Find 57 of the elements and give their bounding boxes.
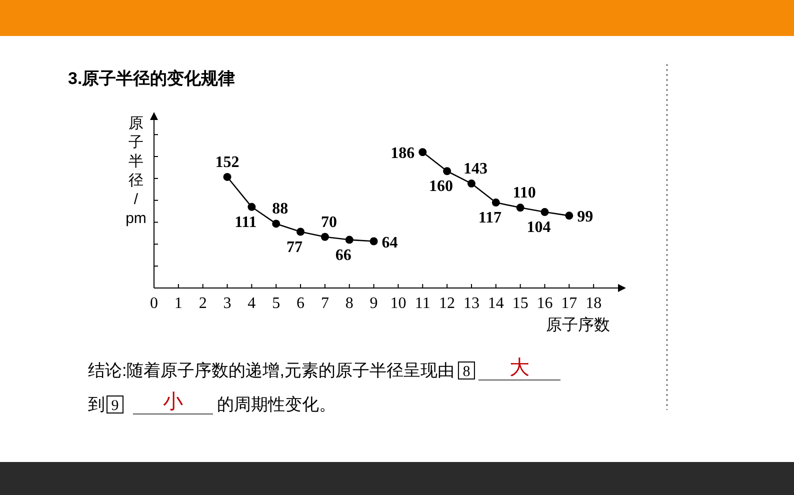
point bbox=[467, 180, 476, 188]
x-tick-label: 12 bbox=[439, 295, 456, 312]
data-label: 152 bbox=[215, 154, 240, 171]
data-label: 104 bbox=[526, 219, 551, 236]
point bbox=[540, 208, 549, 216]
x-tick-label: 9 bbox=[370, 295, 378, 312]
point bbox=[418, 148, 427, 156]
data-label: 77 bbox=[286, 238, 303, 256]
point bbox=[370, 237, 378, 246]
x-tick-label: 1 bbox=[174, 295, 182, 312]
data-label: 70 bbox=[320, 214, 337, 231]
x-tick-label: 11 bbox=[414, 295, 430, 312]
data-label: 99 bbox=[577, 208, 594, 226]
text: 9 bbox=[111, 398, 119, 414]
data-label: 143 bbox=[463, 160, 488, 178]
x-tick-label: 10 bbox=[390, 295, 406, 312]
x-tick-label: 7 bbox=[320, 295, 329, 312]
x-tick-label: 6 bbox=[296, 295, 305, 312]
data-label: 66 bbox=[335, 246, 352, 264]
x-tick-label: 16 bbox=[536, 295, 553, 312]
x-tick-label: 14 bbox=[488, 295, 504, 312]
point bbox=[320, 232, 329, 241]
x-tick-label: 13 bbox=[463, 295, 480, 312]
point bbox=[516, 204, 524, 212]
data-label: 117 bbox=[478, 210, 502, 227]
x-axis-title: 原子序数 bbox=[546, 316, 610, 334]
point bbox=[443, 167, 452, 176]
point bbox=[296, 228, 305, 236]
data-label: 64 bbox=[382, 234, 398, 252]
point bbox=[248, 202, 256, 211]
point bbox=[492, 198, 500, 207]
text: 结论:随着原子序数的递增,元素的原子半径呈现由 bbox=[88, 361, 454, 380]
chart-title: 3.原子半径的变化规律 bbox=[68, 69, 236, 88]
data-label: 186 bbox=[390, 145, 415, 162]
text: 小 bbox=[163, 391, 183, 413]
point bbox=[565, 212, 574, 220]
data-label: 111 bbox=[234, 214, 257, 231]
x-tick-label: 2 bbox=[198, 295, 207, 312]
text: 8 bbox=[462, 364, 470, 380]
point bbox=[272, 220, 280, 228]
x-tick-label: 18 bbox=[586, 295, 602, 312]
point bbox=[223, 172, 232, 181]
text: 大 bbox=[509, 357, 530, 379]
x-tick-label: 3 bbox=[223, 295, 232, 312]
text: 到 bbox=[88, 395, 105, 414]
data-label: 160 bbox=[429, 178, 454, 196]
x-tick-label: 8 bbox=[345, 295, 354, 312]
point bbox=[345, 236, 354, 244]
y-axis-title: 原子半径/pm bbox=[126, 115, 146, 227]
text: 的周期性变化。 bbox=[217, 395, 336, 414]
x-tick-label: 17 bbox=[561, 295, 578, 312]
x-tick-label: 5 bbox=[272, 295, 280, 312]
data-label: 88 bbox=[272, 200, 288, 218]
x-tick-label: 15 bbox=[512, 295, 528, 312]
data-label: 110 bbox=[512, 184, 536, 202]
x-tick-label: 0 bbox=[150, 295, 158, 312]
x-tick-label: 4 bbox=[248, 295, 256, 312]
